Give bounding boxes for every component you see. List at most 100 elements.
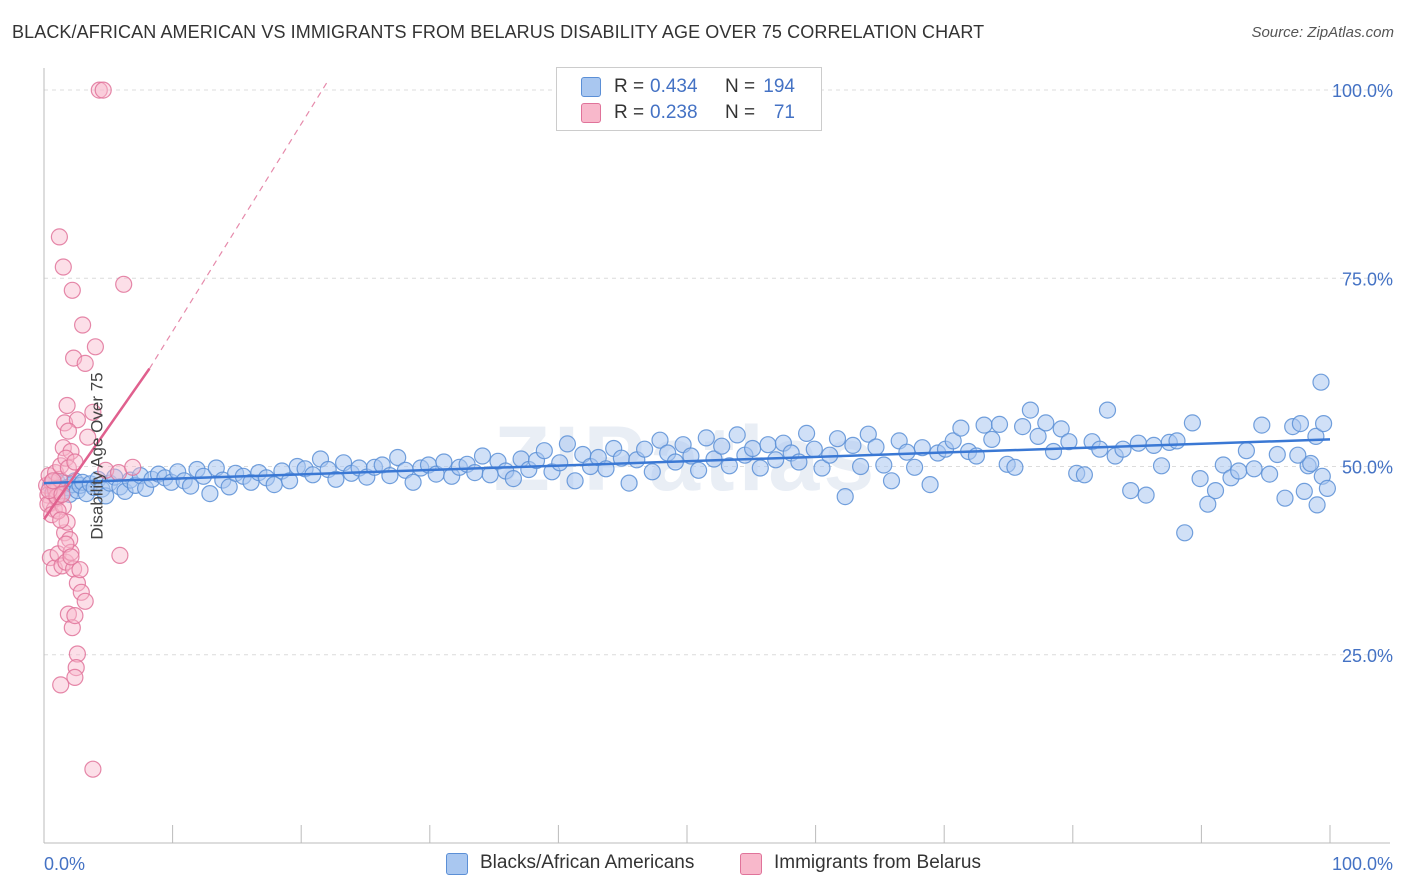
point-blacks-105 (728, 426, 746, 444)
point-blacks-168 (1214, 456, 1232, 474)
point-belarus-59 (62, 548, 80, 566)
point-blacks-138 (983, 430, 1001, 448)
point-blacks-171 (1237, 442, 1256, 460)
point-belarus-46 (84, 403, 102, 421)
legend-r-value: 0.434 (650, 76, 698, 97)
point-blacks-133 (944, 432, 962, 450)
point-belarus-66 (94, 81, 112, 99)
y-axis-label: Disability Age Over 75 (87, 372, 107, 540)
legend-n-value: 71 (773, 102, 795, 123)
y-tick-label-1: 50.0% (1342, 458, 1393, 478)
y-tick-label-0: 25.0% (1342, 646, 1393, 666)
point-blacks-142 (1013, 418, 1032, 436)
point-blacks-156 (1122, 482, 1140, 500)
point-blacks-125 (882, 472, 901, 490)
point-blacks-122 (859, 425, 877, 443)
point-blacks-91 (620, 474, 638, 492)
point-blacks-124 (875, 456, 893, 474)
point-blacks-103 (713, 437, 731, 455)
point-blacks-61 (389, 448, 407, 467)
point-blacks-82 (551, 454, 569, 472)
point-belarus-63 (111, 546, 129, 565)
axes (43, 68, 1390, 844)
point-blacks-145 (1037, 414, 1055, 432)
gridlines (44, 89, 1390, 656)
legend-box: R = 0.434 N = 194 R = 0.238 N = 71 (556, 67, 822, 131)
point-blacks-67 (435, 453, 453, 471)
point-blacks-72 (473, 447, 492, 465)
point-blacks-83 (558, 435, 577, 453)
point-blacks-186 (1302, 454, 1320, 473)
point-belarus-60 (97, 461, 115, 479)
trend-lines-dashed (148, 82, 328, 369)
point-belarus-37 (50, 228, 69, 246)
point-belarus-40 (115, 275, 133, 293)
point-blacks-172 (1245, 460, 1263, 478)
point-belarus-58 (57, 535, 75, 553)
point-belarus-44 (76, 354, 94, 372)
legend-n-label: N = (725, 76, 756, 97)
point-blacks-167 (1206, 482, 1225, 500)
point-blacks-157 (1129, 434, 1148, 452)
point-blacks-188 (1289, 446, 1307, 464)
point-blacks-129 (913, 439, 931, 457)
point-belarus-24 (62, 543, 80, 562)
legend-swatch-blacks (581, 77, 601, 97)
legend-swatch-belarus (581, 103, 601, 123)
tick-labels: 25.0% 50.0% 75.0% 100.0% 0.0% 100.0% (44, 81, 1393, 874)
point-blacks-173 (1253, 416, 1271, 434)
point-blacks-123 (867, 438, 885, 456)
point-blacks-163 (1176, 524, 1194, 542)
point-blacks-143 (1021, 401, 1040, 419)
point-belarus-17 (58, 513, 76, 531)
point-blacks-120 (844, 436, 862, 454)
point-blacks-118 (828, 430, 847, 448)
point-blacks-160 (1152, 457, 1171, 475)
series-blacks-points (41, 373, 1337, 542)
point-blacks-53 (327, 470, 345, 488)
point-belarus-64 (71, 561, 89, 579)
point-blacks-116 (813, 459, 831, 477)
point-belarus-32 (68, 645, 87, 663)
point-blacks-121 (851, 457, 870, 476)
bottom-legend-swatch-blacks (446, 853, 468, 875)
point-belarus-28 (76, 592, 94, 610)
x-tick-label-1: 100.0% (1332, 854, 1393, 874)
point-blacks-76 (504, 470, 523, 488)
trend-line-belarus (42, 367, 151, 520)
point-belarus-41 (73, 316, 92, 334)
x-tick-label-0: 0.0% (44, 854, 85, 874)
point-blacks-115 (805, 440, 823, 458)
point-blacks-175 (1268, 445, 1286, 464)
point-blacks-150 (1075, 466, 1094, 484)
point-blacks-100 (689, 461, 708, 479)
point-blacks-153 (1098, 401, 1117, 419)
point-blacks-71 (466, 464, 484, 482)
point-blacks-162 (1168, 432, 1186, 450)
point-blacks-139 (990, 415, 1009, 433)
source-credit: Source: ZipAtlas.com (1251, 24, 1394, 41)
chart-title: BLACK/AFRICAN AMERICAN VS IMMIGRANTS FRO… (12, 22, 985, 42)
point-belarus-39 (63, 281, 81, 299)
point-belarus-54 (59, 459, 78, 477)
point-blacks-148 (1060, 433, 1078, 451)
legend-r-value: 0.238 (650, 102, 698, 123)
bottom-legend-label-belarus: Immigrants from Belarus (774, 852, 981, 873)
point-belarus-69 (44, 472, 62, 490)
point-blacks-170 (1230, 462, 1248, 480)
point-belarus-48 (68, 411, 87, 429)
point-blacks-128 (905, 458, 924, 476)
point-belarus-50 (79, 428, 97, 446)
point-belarus-42 (86, 338, 105, 356)
point-blacks-119 (836, 488, 854, 506)
point-blacks-101 (697, 429, 715, 447)
point-blacks-84 (566, 472, 584, 490)
legend-row-blacks: R = 0.434 N = 194 (557, 74, 821, 100)
point-belarus-47 (55, 414, 74, 432)
bottom-legend-swatch-belarus (740, 853, 762, 875)
point-belarus-31 (66, 606, 84, 625)
point-blacks-164 (1183, 414, 1202, 432)
point-belarus-29 (59, 605, 78, 623)
point-belarus-35 (52, 676, 70, 694)
legend-r-label: R = (614, 76, 645, 97)
